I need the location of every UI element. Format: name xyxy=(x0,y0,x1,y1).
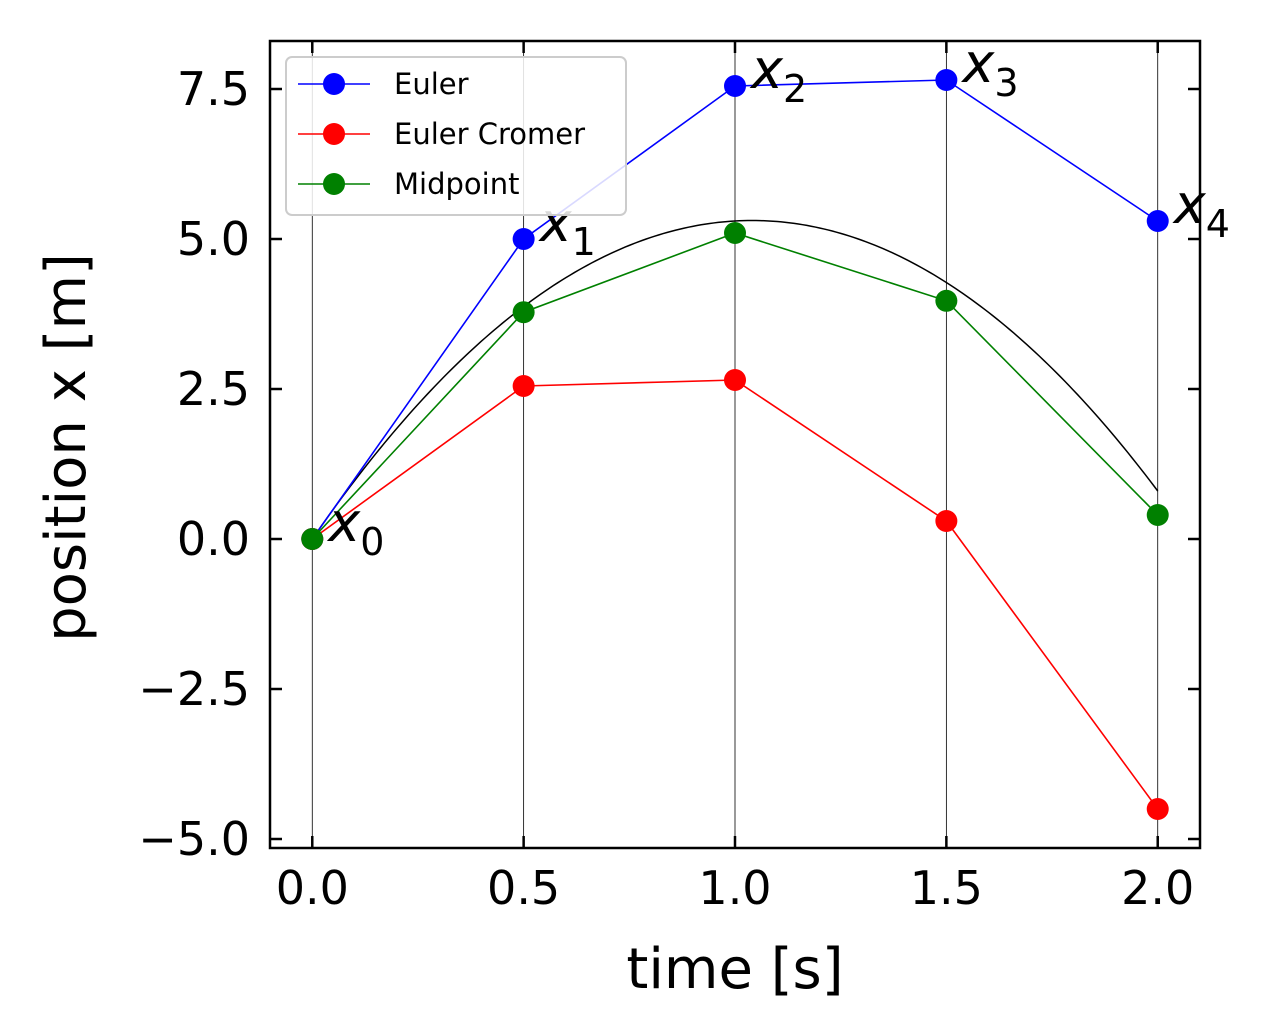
annotation-subscript: 3 xyxy=(994,61,1018,105)
point-midpoint-3 xyxy=(935,289,958,312)
point-euler-cromer-1 xyxy=(512,375,535,397)
annotation-base: x xyxy=(960,32,995,95)
x-tick-label: 1.0 xyxy=(698,861,771,915)
x-tick-label: 0.5 xyxy=(487,861,560,915)
legend-marker xyxy=(323,123,345,145)
y-tick-label: 5.0 xyxy=(177,212,250,266)
annotation-subscript: 1 xyxy=(572,220,596,264)
exact-curve-layer xyxy=(311,219,1159,540)
point-euler-cromer-2 xyxy=(724,369,746,391)
x-axis-label: time [s] xyxy=(626,937,843,1002)
annotation-subscript: 4 xyxy=(1206,202,1230,246)
point-euler-2 xyxy=(724,75,746,97)
legend-item-euler: Euler xyxy=(298,67,469,101)
series-midpoint xyxy=(301,222,1169,550)
point-midpoint-0 xyxy=(301,528,324,550)
series-layer xyxy=(301,69,1169,820)
point-euler-1 xyxy=(512,228,535,250)
legend-label: Midpoint xyxy=(394,167,519,201)
axis-ticks: 0.0 0.5 1.0 1.5 2.0 −5.0 −2.5 0.0 2.5 5.0 7.5 xyxy=(138,41,1200,915)
annotation-x2: x2 xyxy=(749,38,807,111)
y-tick-label: 2.5 xyxy=(177,362,250,416)
legend-item-euler-cromer: Euler Cromer xyxy=(298,117,585,151)
legend-marker xyxy=(323,73,345,95)
y-tick-label: −2.5 xyxy=(138,662,250,716)
y-tick-label: −5.0 xyxy=(138,812,250,866)
y-axis-label: position x [m] xyxy=(34,253,99,642)
point-euler-4 xyxy=(1146,210,1169,232)
annotation-base: x xyxy=(326,491,361,554)
x-tick-label: 0.0 xyxy=(276,861,349,915)
annotation-x0: x0 xyxy=(326,491,384,564)
annotation-base: x xyxy=(1172,173,1207,236)
legend-marker xyxy=(323,173,345,195)
exact-solution-curve xyxy=(311,219,1159,540)
annotation-subscript: 0 xyxy=(360,520,384,564)
point-midpoint-2 xyxy=(724,222,746,244)
point-euler-cromer-3 xyxy=(935,510,958,532)
point-euler-3 xyxy=(935,69,958,91)
annotation-subscript: 2 xyxy=(783,67,807,111)
annotation-x3: x3 xyxy=(960,32,1018,105)
legend-item-midpoint: Midpoint xyxy=(298,167,519,201)
legend-box xyxy=(285,56,627,216)
annotation-base: x xyxy=(749,38,784,101)
legend-label: Euler xyxy=(394,67,469,101)
y-tick-label: 7.5 xyxy=(177,62,250,116)
point-midpoint-4 xyxy=(1146,504,1169,526)
y-tick-label: 0.0 xyxy=(177,512,250,566)
legend: Euler Euler Cromer Midpoint xyxy=(285,56,627,216)
x-tick-label: 2.0 xyxy=(1121,861,1194,915)
point-euler-cromer-4 xyxy=(1146,798,1169,820)
legend-label: Euler Cromer xyxy=(394,117,585,151)
point-midpoint-1 xyxy=(512,301,535,324)
x-tick-label: 1.5 xyxy=(910,861,983,915)
